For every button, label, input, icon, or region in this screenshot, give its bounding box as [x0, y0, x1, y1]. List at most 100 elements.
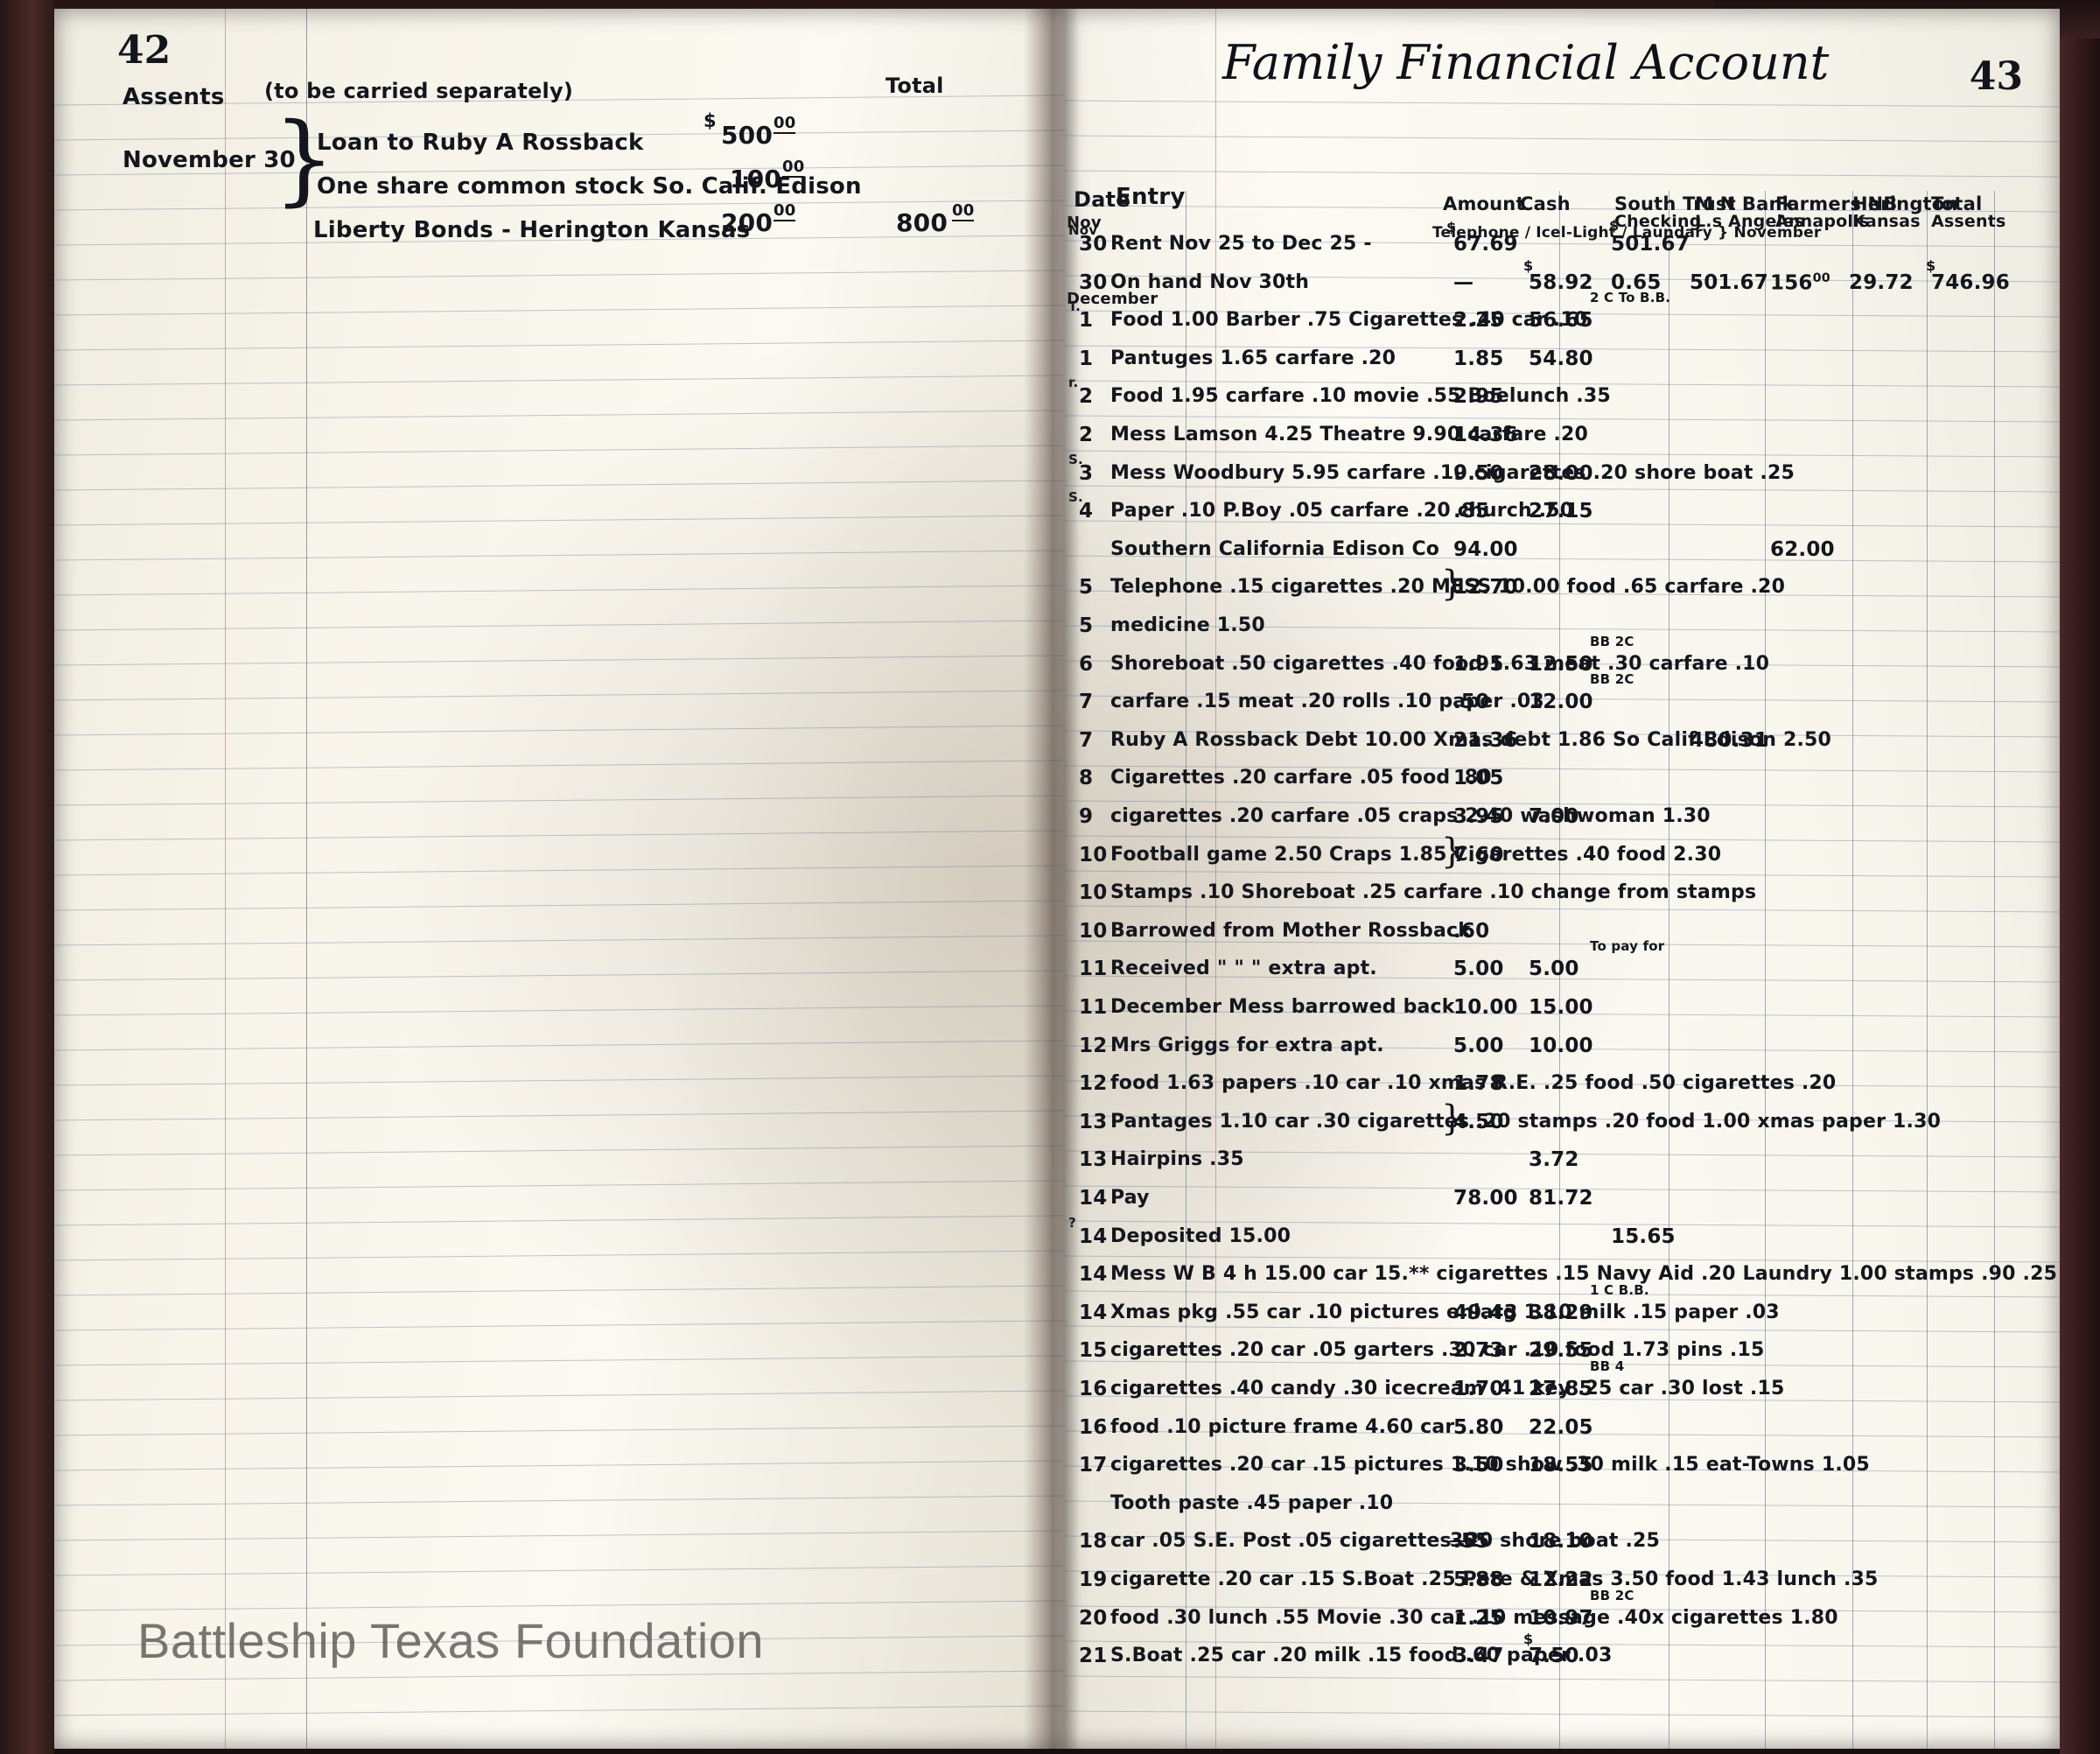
asset-row-description: Loan to Ruby A Rossback [317, 130, 644, 156]
amount-value: 49.43 [1453, 1301, 1518, 1324]
cash-value: 22.05 [1529, 1415, 1593, 1439]
column-header-line2: Checking [1614, 212, 1702, 232]
entry-note: BB 2C [1590, 633, 1634, 649]
column-header-cash: Cash [1520, 194, 1571, 214]
ruled-line [1065, 1675, 2060, 1683]
entry-date: 12 [1079, 1034, 1108, 1057]
ruled-line [54, 1005, 1065, 1016]
amount-value: 5.00 [1453, 1034, 1504, 1057]
ruled-line [54, 760, 1065, 771]
entry-description: food 1.63 papers .10 car .10 xmas R.E. .… [1110, 1072, 1837, 1095]
amount-value: 7.60 [1453, 843, 1504, 866]
entry-date: 18 [1079, 1530, 1108, 1554]
ruled-line [54, 865, 1065, 876]
ruled-line [54, 1215, 1065, 1226]
ruled-line [54, 410, 1065, 421]
column-rule [1669, 191, 1670, 1749]
cash-value: 7.50 [1529, 1645, 1579, 1668]
amount-struck: 30 [1450, 1530, 1478, 1553]
amount-value: 1.70 [1453, 1378, 1504, 1400]
entry-date: 7 [1079, 691, 1094, 714]
ruled-line [54, 515, 1065, 526]
entry-date: 1 [1079, 347, 1094, 370]
entry-date: 15 [1079, 1339, 1108, 1363]
cash-value: 10.00 [1529, 1034, 1593, 1057]
column-header-line1: Amount [1443, 193, 1525, 214]
asset-row-amount: 500 [721, 121, 774, 150]
entry-date: 5 [1079, 614, 1094, 637]
entry-description: Tooth paste .45 paper .10 [1110, 1491, 1394, 1514]
amount-value: .60 [1453, 919, 1490, 943]
column-header-entry: Entry [1116, 184, 1186, 210]
entry-description: cigarettes .20 carfare .05 craps 2.40 wa… [1110, 805, 1711, 827]
cash-value: 15.00 [1529, 996, 1593, 1019]
asset-row-cents: 00 [774, 201, 796, 221]
entry-date: 14 [1079, 1224, 1108, 1248]
amount-value: 1.05 [1453, 767, 1504, 790]
amount-value: 1.95 [1453, 652, 1504, 676]
ruled-line [1065, 1325, 2060, 1333]
ruled-line [54, 1320, 1065, 1331]
entry-date: 14 [1079, 1263, 1108, 1287]
entry-description: Deposited 15.00 [1110, 1224, 1292, 1247]
entry-description: Rent Nov 25 to Dec 25 - [1110, 233, 1372, 255]
entry-description: Southern California Edison Co [1110, 537, 1440, 560]
left-page: 42 Assents (to be carried separately) To… [54, 9, 1065, 1749]
entry-description: Football game 2.50 Craps 1.85 Cigarettes… [1110, 843, 1722, 866]
entry-date: 2 [1079, 385, 1094, 409]
column-header-line2: Kansas [1852, 212, 1921, 232]
entry-description: Mess Woodbury 5.95 carfare .10 cigarette… [1110, 461, 1795, 484]
column-rule [306, 9, 307, 1749]
ruled-line [1065, 1290, 2060, 1298]
cash-value: 5.00 [1529, 958, 1579, 981]
ruled-line [54, 585, 1065, 596]
left-total-header: Total [886, 74, 944, 98]
total-value: 746.96 [1931, 270, 2010, 294]
column-header-line1: Entry [1116, 184, 1186, 210]
amount-value: 2.73 [1453, 1339, 1504, 1363]
cash-value: 3.72 [1529, 1148, 1579, 1172]
amount-dollar-sign: $ [1446, 219, 1457, 235]
southtrust-value: 501.67 [1611, 233, 1690, 256]
ruled-line [1065, 485, 2060, 493]
ruled-line [54, 270, 1065, 281]
entry-date: 11 [1079, 996, 1108, 1019]
amount-value: .50 [1453, 691, 1490, 714]
entry-description: Mrs Griggs for extra apt. [1110, 1034, 1384, 1056]
ruled-line [54, 1460, 1065, 1471]
column-rule [1852, 191, 1853, 1749]
ruled-line [54, 830, 1065, 841]
ruled-line [54, 690, 1065, 701]
amount-value: 1.78 [1453, 1072, 1504, 1096]
entry-date: 14 [1079, 1187, 1108, 1210]
book-binding-left [0, 0, 54, 1754]
ruled-line [54, 655, 1065, 666]
amount-value: 1.25 [1453, 1606, 1504, 1630]
cash-value: 28.00 [1529, 461, 1593, 485]
entry-date: 12 [1079, 1072, 1108, 1096]
ruled-line [54, 340, 1065, 351]
column-header-line1: Date [1074, 187, 1130, 212]
entry-date: 4 [1079, 500, 1094, 523]
amount-value: 3.95 [1453, 805, 1504, 828]
entry-description: food .30 lunch .55 Movie .30 car .10 mes… [1110, 1606, 1838, 1629]
entry-date: 6 [1079, 652, 1094, 676]
cash-value: 12.22 [1529, 1568, 1593, 1591]
entry-brace-note: Telephone / Icel-Light / Laundary } Nove… [1432, 224, 1822, 242]
farmers-cents: 00 [1812, 270, 1830, 285]
ruled-line [54, 1285, 1065, 1296]
cash-dollar-sign: $ [1523, 1631, 1534, 1648]
mnbank-value: 480.31 [1690, 728, 1768, 752]
cash-value: 18.55 [1529, 1454, 1593, 1477]
entry-date: 9 [1079, 805, 1094, 828]
ruled-line [1065, 415, 2060, 423]
amount-value: 5.88 [1453, 1568, 1504, 1591]
entry-note: 1 C B.B. [1590, 1281, 1649, 1298]
entry-description: Received " " " extra apt. [1110, 958, 1377, 980]
assents-date: November 30 [122, 147, 296, 173]
entry-description: Shoreboat .50 cigarettes .40 food 1.63 m… [1110, 652, 1770, 675]
asset-row-dollar-sign: $ [704, 110, 717, 131]
book-binding-right [2060, 0, 2100, 1754]
column-header-line2: L.s Angeles [1695, 212, 1804, 232]
